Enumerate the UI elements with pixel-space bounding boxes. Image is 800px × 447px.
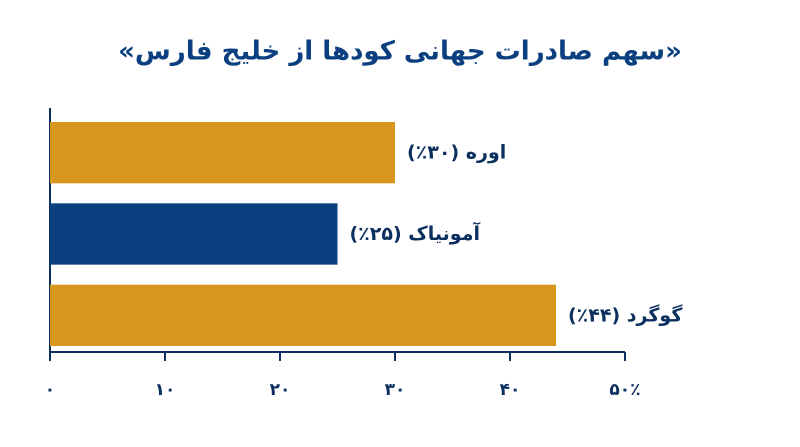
bar: [50, 203, 338, 265]
bar-label: آمونیاک (۲۵٪): [350, 221, 481, 245]
category-label: آمونیاک: [408, 221, 480, 245]
x-tick-label: ۵۰٪: [609, 380, 640, 400]
category-label: گوگرد: [627, 303, 684, 326]
value-label: (۳۰٪): [407, 141, 459, 163]
value-label: (۲۵٪): [350, 223, 402, 245]
x-tick-label: ۰: [45, 380, 55, 400]
bar: [50, 122, 395, 184]
bar-label: گوگرد (۴۴٪): [568, 303, 683, 326]
bar-label: اوره (۳۰٪): [407, 141, 506, 163]
x-tick-label: ۲۰: [270, 380, 291, 400]
x-tick-label: ۳۰: [385, 380, 406, 400]
bar: [50, 284, 556, 346]
x-tick-label: ۱۰: [155, 380, 176, 400]
value-label: (۴۴٪): [568, 304, 620, 326]
category-label: اوره: [466, 141, 506, 163]
chart-title: «سهم صادرات جهانی کودها از خلیج فارس»: [118, 37, 682, 67]
x-tick-label: ۴۰: [500, 380, 521, 400]
